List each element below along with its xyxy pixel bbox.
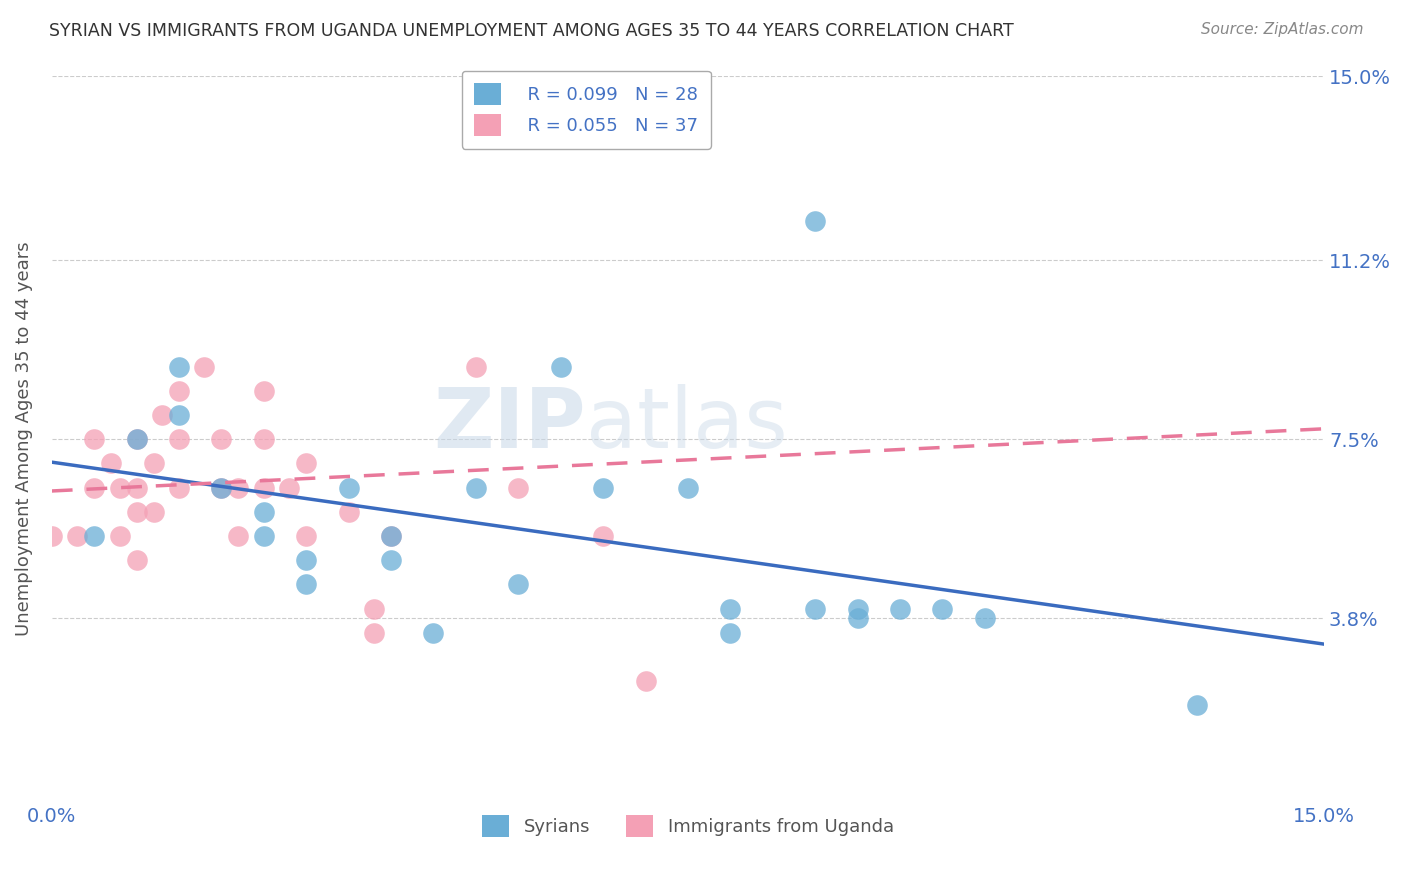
Point	[125, 432, 148, 446]
Text: Source: ZipAtlas.com: Source: ZipAtlas.com	[1201, 22, 1364, 37]
Point	[167, 432, 190, 446]
Point	[209, 481, 232, 495]
Point	[108, 481, 131, 495]
Point	[142, 456, 165, 470]
Point	[228, 481, 250, 495]
Point	[337, 505, 360, 519]
Y-axis label: Unemployment Among Ages 35 to 44 years: Unemployment Among Ages 35 to 44 years	[15, 242, 32, 637]
Point	[363, 625, 385, 640]
Point	[676, 118, 699, 132]
Point	[718, 625, 741, 640]
Point	[846, 601, 869, 615]
Point	[931, 601, 953, 615]
Point	[676, 481, 699, 495]
Point	[100, 456, 122, 470]
Point	[150, 408, 173, 422]
Legend: Syrians, Immigrants from Uganda: Syrians, Immigrants from Uganda	[475, 807, 901, 844]
Point	[380, 529, 402, 543]
Point	[66, 529, 89, 543]
Point	[363, 601, 385, 615]
Point	[889, 601, 911, 615]
Point	[973, 611, 995, 625]
Point	[508, 577, 530, 591]
Point	[125, 553, 148, 567]
Point	[167, 481, 190, 495]
Point	[253, 384, 276, 398]
Point	[295, 456, 318, 470]
Point	[718, 601, 741, 615]
Point	[846, 611, 869, 625]
Point	[142, 505, 165, 519]
Point	[592, 529, 614, 543]
Point	[804, 214, 827, 228]
Point	[167, 408, 190, 422]
Point	[253, 432, 276, 446]
Point	[804, 601, 827, 615]
Point	[422, 625, 444, 640]
Point	[550, 359, 572, 374]
Point	[253, 505, 276, 519]
Point	[41, 529, 63, 543]
Point	[108, 529, 131, 543]
Point	[167, 359, 190, 374]
Point	[337, 481, 360, 495]
Point	[228, 529, 250, 543]
Point	[464, 481, 486, 495]
Point	[209, 432, 232, 446]
Point	[380, 553, 402, 567]
Point	[253, 481, 276, 495]
Point	[125, 481, 148, 495]
Point	[125, 505, 148, 519]
Point	[295, 553, 318, 567]
Point	[83, 529, 105, 543]
Point	[295, 529, 318, 543]
Point	[278, 481, 301, 495]
Point	[295, 577, 318, 591]
Text: atlas: atlas	[586, 384, 787, 465]
Point	[209, 481, 232, 495]
Point	[634, 674, 657, 689]
Point	[167, 384, 190, 398]
Point	[464, 359, 486, 374]
Point	[253, 529, 276, 543]
Point	[380, 529, 402, 543]
Point	[193, 359, 215, 374]
Text: SYRIAN VS IMMIGRANTS FROM UGANDA UNEMPLOYMENT AMONG AGES 35 TO 44 YEARS CORRELAT: SYRIAN VS IMMIGRANTS FROM UGANDA UNEMPLO…	[49, 22, 1014, 40]
Point	[83, 481, 105, 495]
Point	[508, 481, 530, 495]
Point	[83, 432, 105, 446]
Point	[592, 481, 614, 495]
Point	[1185, 698, 1208, 713]
Text: ZIP: ZIP	[433, 384, 586, 465]
Point	[125, 432, 148, 446]
